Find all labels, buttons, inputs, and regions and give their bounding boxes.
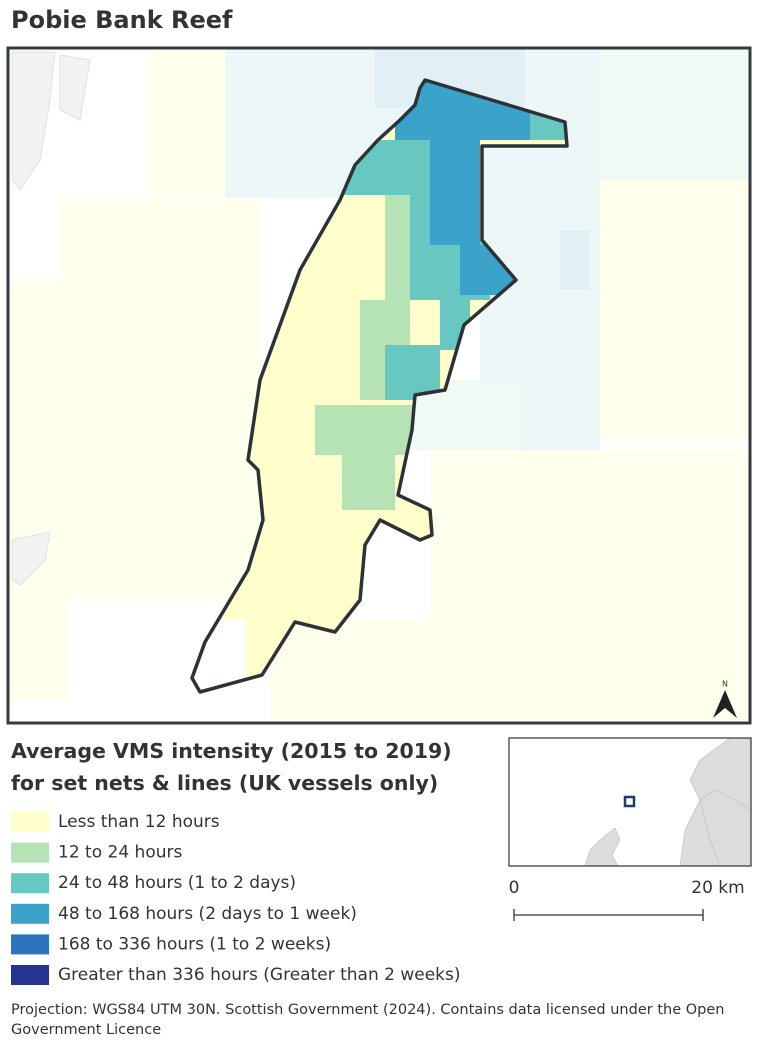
- legend-label: 24 to 48 hours (1 to 2 days): [58, 873, 296, 893]
- legend-swatch: [11, 812, 49, 832]
- legend-swatch: [11, 934, 49, 955]
- title: Pobie Bank Reef: [11, 6, 233, 34]
- scale-label: 20 km: [691, 878, 744, 898]
- legend-label: Less than 12 hours: [58, 812, 220, 832]
- footer: Projection: WGS84 UTM 30N. Scottish Gove…: [11, 1002, 725, 1038]
- north-arrow-label: N: [722, 680, 728, 689]
- map: N: [8, 48, 750, 723]
- background-grid: [8, 48, 750, 720]
- legend-swatch: [11, 842, 49, 863]
- legend-title: for set nets & lines (UK vessels only): [11, 771, 438, 795]
- legend: Less than 12 hours 12 to 24 hours 24 to 48…: [11, 812, 461, 985]
- scale-label: 0: [509, 878, 520, 898]
- legend-label: 168 to 336 hours (1 to 2 weeks): [58, 934, 331, 954]
- legend-label: 48 to 168 hours (2 days to 1 week): [58, 904, 357, 924]
- legend-swatch: [11, 965, 49, 985]
- inset-map: [509, 738, 751, 866]
- legend-swatch: [11, 873, 49, 894]
- legend-swatch: [11, 903, 49, 924]
- legend-label: 12 to 24 hours: [58, 843, 182, 863]
- map-figure: Pobie Bank Reef: [6, 6, 752, 985]
- legend-label: Greater than 336 hours (Greater than 2 w…: [58, 965, 461, 985]
- legend-title: Average VMS intensity (2015 to 2019): [11, 739, 452, 763]
